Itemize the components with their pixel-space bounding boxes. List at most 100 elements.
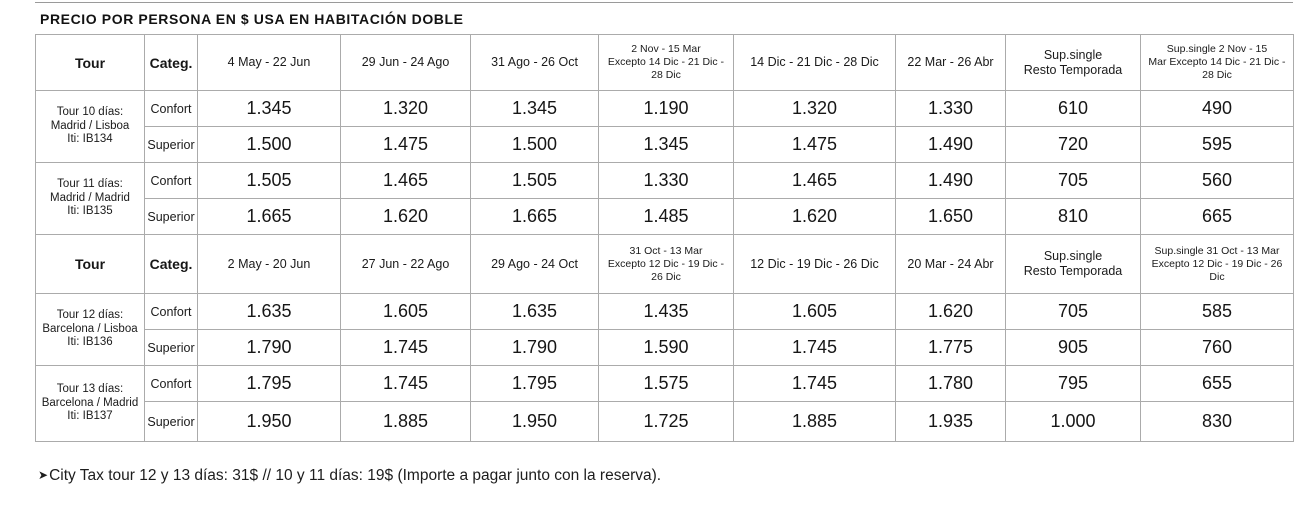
table-row: Superior 1.790 1.745 1.790 1.590 1.745 1…	[36, 329, 1294, 366]
price-cell: 1.490	[895, 126, 1006, 163]
single-supplement-header-cell: Sup.single Resto Temporada	[1005, 34, 1141, 91]
season-header-cell: 14 Dic - 21 Dic - 28 Dic	[733, 34, 896, 91]
price-cell: 1.590	[598, 329, 734, 366]
tour-cell: Tour 11 días: Madrid / Madrid Iti: IB135	[35, 162, 145, 235]
price-cell: 1.605	[733, 293, 896, 330]
price-cell: 560	[1140, 162, 1294, 199]
price-cell: 1.635	[470, 293, 599, 330]
season-header-cell: 29 Ago - 24 Oct	[470, 234, 599, 294]
price-cell: 1.475	[340, 126, 471, 163]
categ-cell: Confort	[144, 162, 198, 199]
tour-column-header: Tour	[35, 34, 145, 91]
price-cell: 1.790	[470, 329, 599, 366]
price-cell: 1.665	[470, 198, 599, 235]
season-label-2: Excepto 14 Dic - 21 Dic - 28 Dic	[607, 56, 725, 81]
table-row: Tour 12 días: Barcelona / Lisboa Iti: IB…	[35, 293, 1294, 366]
price-cell: 1.745	[733, 365, 896, 402]
season-header-cell: 22 Mar - 26 Abr	[895, 34, 1006, 91]
tour-line: Iti: IB137	[67, 410, 113, 423]
tour-line: Tour 13 días:	[56, 383, 124, 396]
season-header-cell: 31 Oct - 13 Mar Excepto 12 Dic - 19 Dic …	[598, 234, 734, 294]
price-cell: 1.465	[733, 162, 896, 199]
season-label: 14 Dic - 21 Dic - 28 Dic	[750, 55, 879, 69]
categ-cell: Superior	[144, 329, 198, 366]
single-supplement-winter-header-cell: Sup.single 31 Oct - 13 Mar Excepto 12 Di…	[1140, 234, 1294, 294]
season-header-cell: 20 Mar - 24 Abr	[895, 234, 1006, 294]
categ-cell: Superior	[144, 401, 198, 442]
season-label: 22 Mar - 26 Abr	[907, 55, 994, 69]
tour-column-header: Tour	[35, 234, 145, 294]
season-header-cell: 2 May - 20 Jun	[197, 234, 341, 294]
price-cell: 1.475	[733, 126, 896, 163]
price-cell: 905	[1005, 329, 1141, 366]
season-label: 2 Nov - 15 Mar	[631, 43, 701, 55]
price-cell: 1.620	[340, 198, 471, 235]
categ-cell: Superior	[144, 198, 198, 235]
price-cell: 1.780	[895, 365, 1006, 402]
categ-column-header: Categ.	[144, 234, 198, 294]
table-row: Tour 13 días: Barcelona / Madrid Iti: IB…	[35, 365, 1294, 442]
season-label: 2 May - 20 Jun	[227, 256, 311, 271]
price-cell: 490	[1140, 90, 1294, 127]
price-cell: 1.620	[895, 293, 1006, 330]
single-supplement-winter-header-cell: Sup.single 2 Nov - 15 Mar Excepto 14 Dic…	[1140, 34, 1294, 91]
table-row: Tour 11 días: Madrid / Madrid Iti: IB135…	[35, 162, 1294, 235]
price-cell: 1.575	[598, 365, 734, 402]
price-cell: 665	[1140, 198, 1294, 235]
price-cell: 1.330	[895, 90, 1006, 127]
price-cell: 655	[1140, 365, 1294, 402]
table-row: Tour 10 días: Madrid / Lisboa Iti: IB134…	[35, 90, 1294, 163]
season-label-2: Excepto 12 Dic - 19 Dic - 26 Dic	[607, 257, 725, 283]
categ-cell: Confort	[144, 90, 198, 127]
price-cell: 585	[1140, 293, 1294, 330]
price-cell: 1.000	[1005, 401, 1141, 442]
price-cell: 1.345	[470, 90, 599, 127]
price-cell: 1.320	[733, 90, 896, 127]
season-label-2: Mar Excepto 14 Dic - 21 Dic - 28 Dic	[1148, 56, 1286, 81]
price-cell: 1.490	[895, 162, 1006, 199]
season-label: Sup.single 2 Nov - 15	[1166, 43, 1268, 55]
season-label: 29 Ago - 24 Oct	[491, 256, 578, 271]
single-supplement-header-cell: Sup.single Resto Temporada	[1005, 234, 1141, 294]
price-cell: 1.620	[733, 198, 896, 235]
price-cell: 1.790	[197, 329, 341, 366]
season-header-cell: 2 Nov - 15 Mar Excepto 14 Dic - 21 Dic -…	[598, 34, 734, 91]
price-cell: 1.320	[340, 90, 471, 127]
price-cell: 1.795	[197, 365, 341, 402]
season-label: Sup.single	[1043, 249, 1103, 263]
price-cell: 595	[1140, 126, 1294, 163]
season-header-row-1: Tour Categ. 4 May - 22 Jun 29 Jun - 24 A…	[35, 34, 1294, 91]
price-cell: 1.950	[470, 401, 599, 442]
price-cell: 1.745	[340, 329, 471, 366]
price-cell: 1.500	[197, 126, 341, 163]
season-label: 12 Dic - 19 Dic - 26 Dic	[750, 256, 879, 271]
season-header-row-2: Tour Categ. 2 May - 20 Jun 27 Jun - 22 A…	[35, 234, 1294, 294]
season-label: 20 Mar - 24 Abr	[907, 256, 994, 271]
season-header-cell: 31 Ago - 26 Oct	[470, 34, 599, 91]
price-cell: 1.650	[895, 198, 1006, 235]
season-label: Sup.single	[1043, 47, 1103, 62]
price-cell: 610	[1005, 90, 1141, 127]
table-title: PRECIO POR PERSONA EN $ USA EN HABITACIÓ…	[35, 2, 1293, 34]
price-cell: 810	[1005, 198, 1141, 235]
price-cell: 1.500	[470, 126, 599, 163]
price-cell: 1.635	[197, 293, 341, 330]
tour-cell: Tour 13 días: Barcelona / Madrid Iti: IB…	[35, 365, 145, 442]
season-header-cell: 29 Jun - 24 Ago	[340, 34, 471, 91]
season-header-cell: 27 Jun - 22 Ago	[340, 234, 471, 294]
tour-line: Iti: IB136	[67, 336, 113, 349]
price-cell: 760	[1140, 329, 1294, 366]
table-row: Superior 1.665 1.620 1.665 1.485 1.620 1…	[36, 198, 1294, 235]
season-label: 4 May - 22 Jun	[227, 55, 311, 69]
price-cell: 1.745	[733, 329, 896, 366]
season-label: 29 Jun - 24 Ago	[361, 55, 450, 69]
price-cell: 1.485	[598, 198, 734, 235]
season-label: 31 Oct - 13 Mar	[629, 244, 703, 257]
tour-line: Barcelona / Madrid	[41, 396, 139, 409]
price-cell: 1.345	[598, 126, 734, 163]
price-cell: 1.665	[197, 198, 341, 235]
tour-cell: Tour 12 días: Barcelona / Lisboa Iti: IB…	[35, 293, 145, 366]
tour-line: Barcelona / Lisboa	[42, 322, 138, 335]
price-cell: 1.935	[895, 401, 1006, 442]
season-label: 27 Jun - 22 Ago	[361, 256, 450, 271]
